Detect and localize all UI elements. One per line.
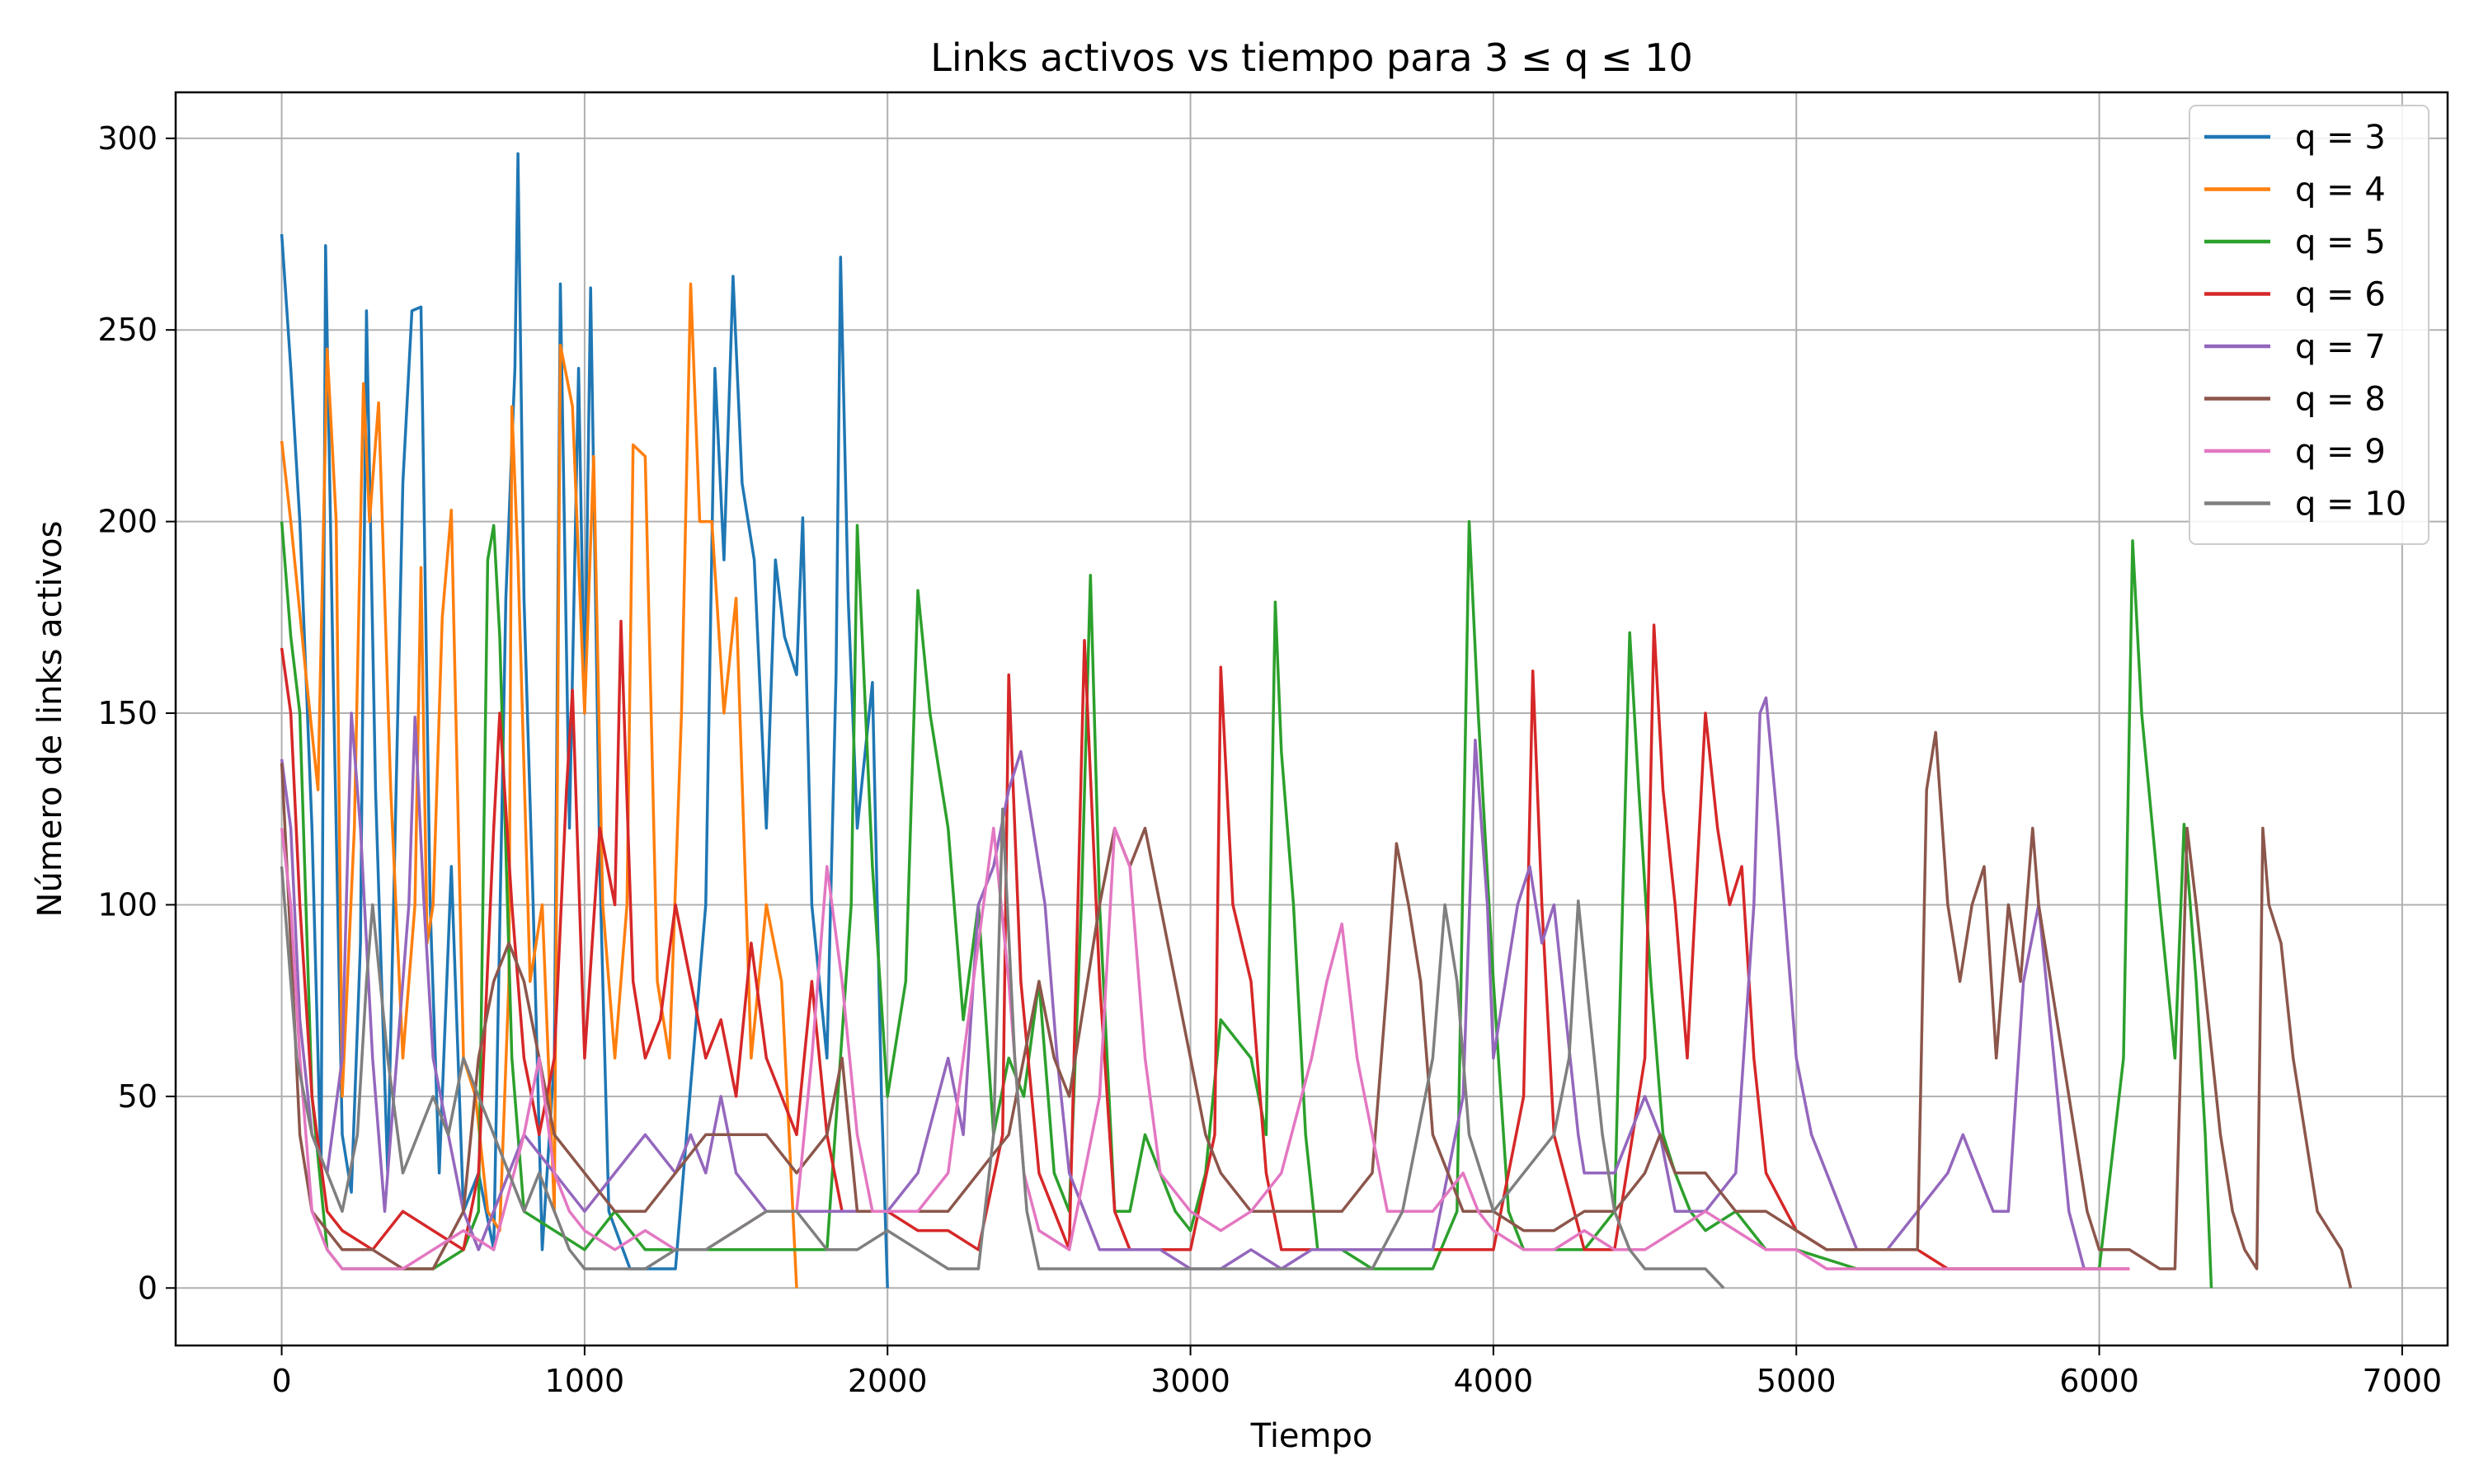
legend-label: q = 9 (2295, 433, 2386, 471)
y-tick-label: 0 (138, 1270, 158, 1306)
x-tick-label: 1000 (545, 1363, 625, 1399)
x-tick-label: 2000 (848, 1363, 928, 1399)
y-tick-label: 250 (97, 312, 158, 348)
x-tick-label: 0 (271, 1363, 291, 1399)
y-axis-label: Número de links activos (31, 521, 69, 918)
legend-label: q = 4 (2295, 171, 2386, 209)
legend-label: q = 10 (2295, 486, 2406, 524)
chart-title: Links activos vs tiempo para 3 ≤ q ≤ 10 (930, 35, 1692, 80)
series-line-q4 (280, 282, 798, 1289)
series-line-q8 (280, 730, 2353, 1289)
legend-box (2189, 105, 2429, 545)
y-tick-label: 50 (118, 1078, 158, 1115)
x-tick-label: 4000 (1454, 1363, 1534, 1399)
y-tick-label: 100 (97, 886, 158, 923)
legend-label: q = 6 (2295, 276, 2386, 314)
y-tick-label: 150 (97, 695, 158, 731)
x-tick-label: 7000 (2363, 1363, 2443, 1399)
series-line-q5 (280, 519, 2213, 1289)
legend-label: q = 7 (2295, 328, 2386, 366)
series-line-q10 (280, 807, 1725, 1289)
axis-ticks: 0 1000 2000 3000 4000 5000 6000 7000 0 50 100 150 20… (97, 120, 2442, 1399)
x-axis-label: Tiempo (1250, 1417, 1373, 1455)
y-tick-label: 300 (97, 120, 158, 157)
plot-frame (174, 91, 2449, 1347)
series-lines (280, 152, 2353, 1289)
x-tick-label: 6000 (2059, 1363, 2139, 1399)
series-line-q6 (280, 619, 2130, 1270)
legend-label: q = 5 (2295, 223, 2386, 261)
series-line-q9 (280, 826, 2130, 1270)
y-tick-label: 200 (97, 504, 158, 540)
legend-label: q = 3 (2295, 119, 2386, 157)
x-tick-label: 5000 (1757, 1363, 1837, 1399)
legend-label: q = 8 (2295, 381, 2386, 419)
legend: q = 3 q = 4 q = 5 q = 6 q = 7 q = 8 q = 9 q = 1… (2189, 105, 2429, 545)
x-tick-label: 3000 (1150, 1363, 1230, 1399)
